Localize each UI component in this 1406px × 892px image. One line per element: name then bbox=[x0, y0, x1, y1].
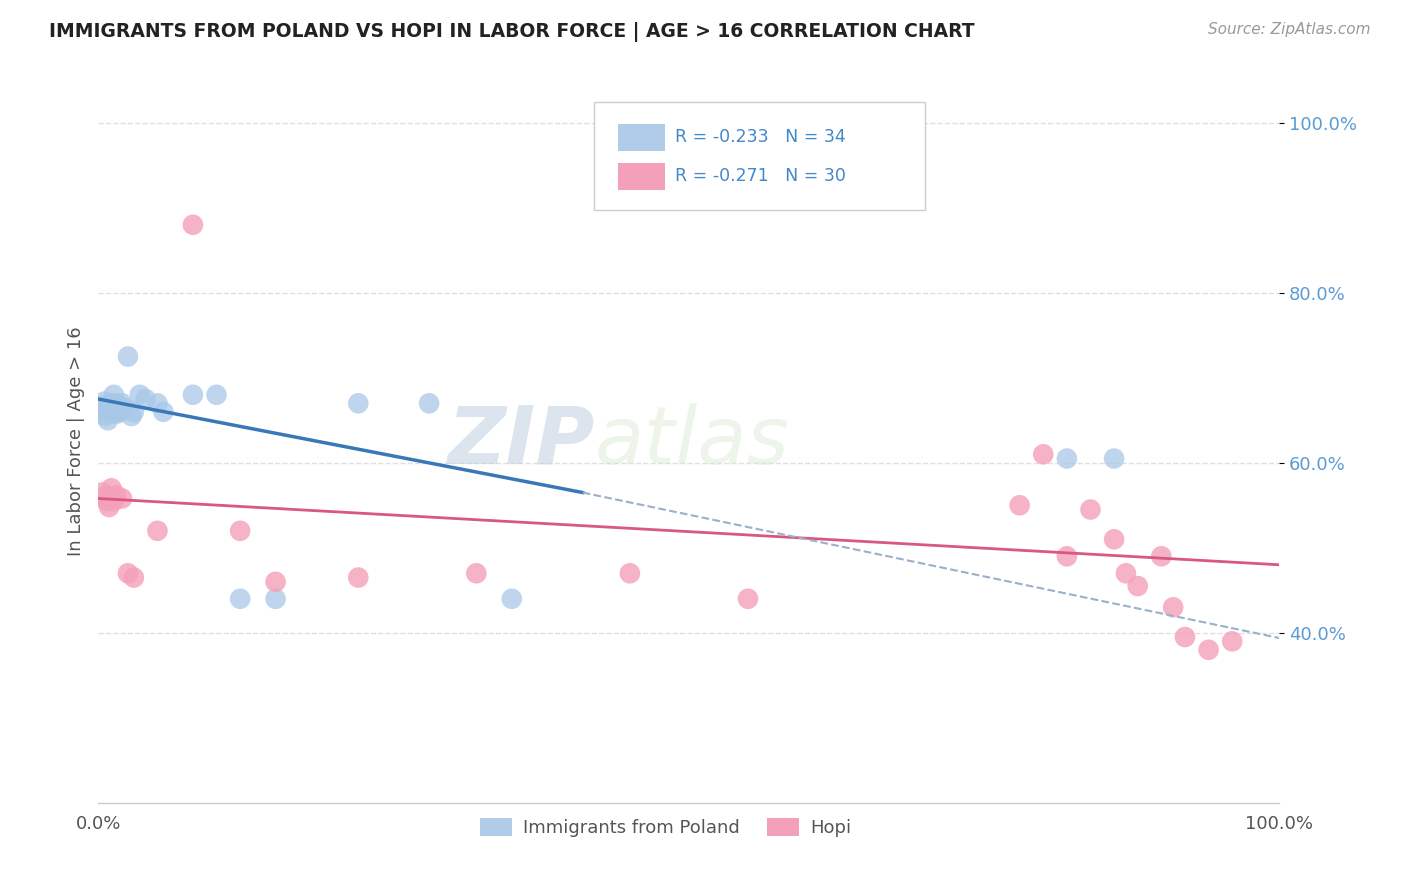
Point bbox=[1161, 600, 1184, 615]
Point bbox=[108, 405, 131, 419]
Point bbox=[737, 591, 759, 606]
Point bbox=[146, 524, 169, 538]
Point bbox=[104, 403, 127, 417]
Y-axis label: In Labor Force | Age > 16: In Labor Force | Age > 16 bbox=[66, 326, 84, 557]
Point bbox=[112, 401, 135, 415]
Point bbox=[1032, 447, 1054, 461]
Point bbox=[98, 405, 121, 419]
Point bbox=[103, 388, 125, 402]
Point bbox=[418, 396, 440, 410]
Point bbox=[465, 566, 488, 581]
Point bbox=[1220, 634, 1243, 648]
Point bbox=[205, 388, 228, 402]
Point bbox=[229, 524, 252, 538]
Point bbox=[96, 494, 118, 508]
Text: atlas: atlas bbox=[595, 402, 789, 481]
Point bbox=[111, 396, 134, 410]
Legend: Immigrants from Poland, Hopi: Immigrants from Poland, Hopi bbox=[472, 811, 858, 845]
Text: R = -0.233   N = 34: R = -0.233 N = 34 bbox=[675, 128, 845, 146]
Point bbox=[1008, 498, 1031, 512]
Point bbox=[97, 413, 120, 427]
Point bbox=[1102, 451, 1125, 466]
Point bbox=[117, 350, 139, 364]
Point bbox=[1174, 630, 1197, 644]
Text: Source: ZipAtlas.com: Source: ZipAtlas.com bbox=[1208, 22, 1371, 37]
Point bbox=[1150, 549, 1173, 564]
Point bbox=[1102, 533, 1125, 547]
Point bbox=[101, 407, 124, 421]
Point bbox=[146, 396, 169, 410]
Point bbox=[1056, 451, 1078, 466]
Point bbox=[135, 392, 157, 406]
Point bbox=[128, 388, 150, 402]
Point bbox=[93, 394, 115, 409]
FancyBboxPatch shape bbox=[595, 102, 925, 211]
Point bbox=[1198, 642, 1220, 657]
Point bbox=[105, 488, 128, 502]
Point bbox=[122, 405, 145, 419]
Text: ZIP: ZIP bbox=[447, 402, 595, 481]
Point bbox=[347, 396, 370, 410]
Point bbox=[264, 574, 287, 589]
Point bbox=[96, 398, 118, 412]
Point bbox=[105, 407, 128, 421]
Point bbox=[501, 591, 523, 606]
Point bbox=[229, 591, 252, 606]
Point bbox=[121, 409, 143, 423]
Point bbox=[152, 405, 174, 419]
Point bbox=[619, 566, 641, 581]
Point bbox=[181, 218, 204, 232]
Point bbox=[347, 570, 370, 584]
Point bbox=[1056, 549, 1078, 564]
Point bbox=[91, 405, 114, 419]
Point bbox=[93, 490, 115, 504]
Point bbox=[90, 401, 112, 415]
Text: IMMIGRANTS FROM POLAND VS HOPI IN LABOR FORCE | AGE > 16 CORRELATION CHART: IMMIGRANTS FROM POLAND VS HOPI IN LABOR … bbox=[49, 22, 974, 42]
Point bbox=[1080, 502, 1102, 516]
Point bbox=[107, 401, 129, 415]
Point bbox=[100, 396, 122, 410]
Point bbox=[105, 396, 128, 410]
Text: R = -0.271   N = 30: R = -0.271 N = 30 bbox=[675, 168, 845, 186]
Point bbox=[91, 485, 114, 500]
Point bbox=[117, 566, 139, 581]
Point bbox=[98, 500, 121, 514]
Point bbox=[98, 401, 121, 415]
Point bbox=[1115, 566, 1137, 581]
Point bbox=[103, 494, 125, 508]
Point bbox=[111, 491, 134, 506]
FancyBboxPatch shape bbox=[619, 124, 665, 151]
FancyBboxPatch shape bbox=[619, 162, 665, 190]
Point bbox=[264, 591, 287, 606]
Point bbox=[181, 388, 204, 402]
Point bbox=[94, 409, 117, 423]
Point bbox=[100, 481, 122, 495]
Point bbox=[122, 570, 145, 584]
Point bbox=[1126, 579, 1149, 593]
